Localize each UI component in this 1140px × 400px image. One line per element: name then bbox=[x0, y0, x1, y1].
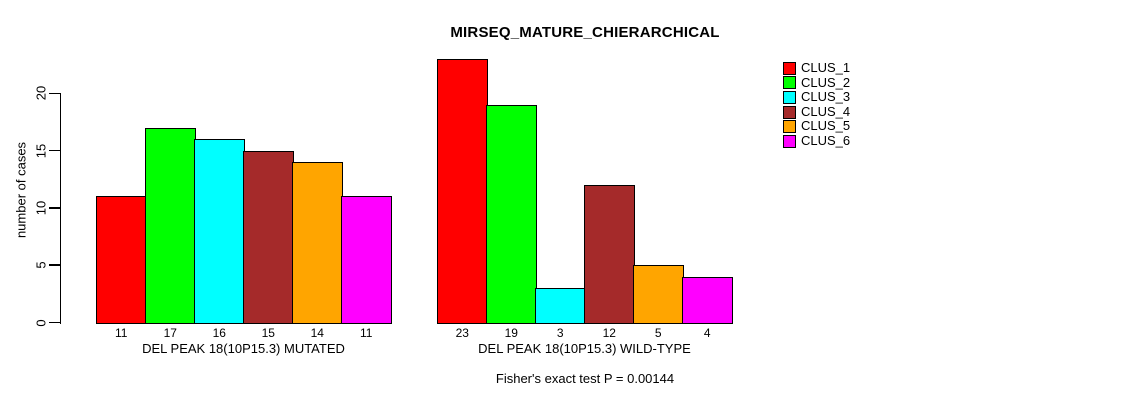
bar-value-label: 5 bbox=[654, 326, 662, 340]
legend-label: CLUS_2 bbox=[801, 74, 851, 90]
chart-title: MIRSEQ_MATURE_CHIERARCHICAL bbox=[450, 24, 720, 41]
bar-clus_2-group2 bbox=[486, 104, 537, 324]
bar-value-label: 17 bbox=[163, 326, 177, 340]
y-tick-label: 0 bbox=[33, 318, 49, 327]
legend-item-clus_5: CLUS_5 bbox=[783, 119, 850, 134]
bar-value-label: 15 bbox=[261, 326, 275, 340]
y-tick-label: 5 bbox=[33, 261, 49, 269]
legend-item-clus_1: CLUS_1 bbox=[783, 60, 851, 76]
legend-swatch bbox=[783, 134, 796, 148]
fisher-test-annotation: Fisher's exact test P = 0.00144 bbox=[495, 371, 675, 386]
bar-clus_5-group2 bbox=[633, 265, 684, 324]
bar-value-label: 11 bbox=[115, 326, 128, 340]
legend-swatch bbox=[783, 105, 796, 119]
legend-swatch bbox=[783, 90, 796, 104]
legend-item-clus_3: CLUS_3 bbox=[783, 90, 850, 105]
legend-item-clus_4: CLUS_4 bbox=[783, 103, 851, 120]
legend-label: CLUS_4 bbox=[801, 103, 851, 119]
y-tick bbox=[49, 207, 60, 209]
bar-value-label: 4 bbox=[703, 326, 711, 340]
bar-value-label: 12 bbox=[602, 326, 616, 340]
legend-label: CLUS_6 bbox=[801, 132, 851, 148]
y-tick bbox=[49, 92, 60, 95]
y-axis-line bbox=[59, 92, 61, 324]
bar-clus_6-group1 bbox=[341, 196, 392, 324]
y-axis-label: number of cases bbox=[13, 141, 29, 239]
y-tick-label: 15 bbox=[33, 143, 49, 158]
legend-swatch bbox=[783, 76, 796, 90]
y-tick bbox=[49, 321, 60, 324]
legend-label: CLUS_3 bbox=[801, 89, 851, 105]
legend-item-clus_2: CLUS_2 bbox=[783, 74, 851, 91]
bar-value-label: 3 bbox=[556, 326, 564, 340]
bar-clus_1-group1 bbox=[96, 196, 147, 324]
group-label-mutated: DEL PEAK 18(10P15.3) MUTATED bbox=[142, 341, 345, 356]
y-tick bbox=[49, 264, 60, 266]
y-tick-label: 20 bbox=[33, 86, 49, 101]
legend-item-clus_6: CLUS_6 bbox=[783, 132, 851, 149]
y-tick bbox=[49, 149, 60, 152]
bar-clus_4-group2 bbox=[584, 184, 635, 324]
y-tick-label: 10 bbox=[33, 200, 49, 216]
legend: CLUS_1 CLUS_2 CLUS_3 CLUS_4 CLUS_5 CLUS_6 bbox=[783, 60, 851, 149]
bar-value-label: 23 bbox=[455, 326, 469, 340]
bar-value-label: 11 bbox=[360, 326, 373, 340]
legend-label: CLUS_1 bbox=[801, 60, 851, 75]
bar-clus_2-group1 bbox=[145, 127, 196, 324]
bar-value-label: 19 bbox=[504, 326, 518, 340]
bar-clus_3-group1 bbox=[194, 139, 245, 324]
bar-value-label: 16 bbox=[212, 326, 226, 340]
legend-label: CLUS_5 bbox=[801, 118, 851, 134]
bar-clus_1-group2 bbox=[437, 58, 488, 324]
bar-clus_3-group2 bbox=[535, 288, 586, 324]
bar-clus_4-group1 bbox=[243, 150, 294, 324]
legend-swatch bbox=[783, 61, 796, 75]
bar-value-label: 14 bbox=[310, 326, 324, 340]
group-label-wildtype: DEL PEAK 18(10P15.3) WILD-TYPE bbox=[478, 341, 691, 356]
bar-clus_5-group1 bbox=[292, 162, 343, 324]
legend-swatch bbox=[783, 120, 796, 134]
bar-clus_6-group2 bbox=[682, 276, 733, 324]
